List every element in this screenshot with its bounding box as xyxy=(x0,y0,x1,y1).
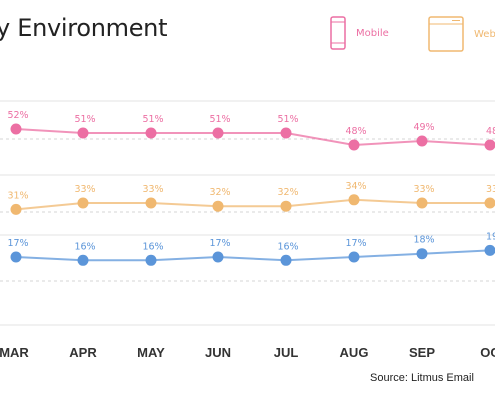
data-point-web xyxy=(484,197,495,209)
series-series-3: 17% 16% 16% 17% 16% 17% 18% 19 xyxy=(7,231,495,266)
data-point-mobile xyxy=(10,123,22,135)
data-label-series-3: 17% xyxy=(7,238,28,249)
data-point-series-3 xyxy=(145,254,157,266)
data-label-web: 31% xyxy=(7,190,28,201)
data-label-mobile: 51% xyxy=(74,114,95,125)
data-label-mobile: 51% xyxy=(142,114,163,125)
data-label-mobile: 48 xyxy=(486,126,495,137)
x-tick-label: JUL xyxy=(274,345,299,360)
legend-label-web: Web xyxy=(474,28,495,40)
data-point-mobile xyxy=(77,127,89,139)
x-tick-label: AUG xyxy=(340,345,369,360)
legend-label-mobile: Mobile xyxy=(356,27,389,39)
data-point-series-3 xyxy=(10,251,22,263)
data-label-mobile: 51% xyxy=(277,114,298,125)
data-point-web xyxy=(416,197,428,209)
data-label-web: 33% xyxy=(413,184,434,195)
data-label-series-3: 19 xyxy=(486,231,495,242)
gridlines xyxy=(0,100,495,326)
series-web: 31% 33% 33% 32% 32% 34% 33% 33 xyxy=(7,181,495,215)
data-label-web: 32% xyxy=(209,187,230,198)
series-mobile: 52% 51% 51% 51% 51% 48% 49% 48 xyxy=(7,110,495,151)
x-tick-label: SEP xyxy=(409,345,435,360)
data-label-web: 34% xyxy=(345,181,366,192)
data-point-mobile xyxy=(212,127,224,139)
data-point-web xyxy=(280,200,292,212)
data-point-web xyxy=(212,200,224,212)
data-point-web xyxy=(145,197,157,209)
data-label-series-3: 17% xyxy=(209,238,230,249)
data-point-series-3 xyxy=(416,248,428,260)
data-label-series-3: 16% xyxy=(74,241,95,252)
x-tick-label: MAY xyxy=(137,345,165,360)
x-tick-label: JUN xyxy=(205,345,231,360)
data-label-mobile: 48% xyxy=(345,126,366,137)
x-tick-label: MAR xyxy=(0,345,29,360)
data-point-mobile xyxy=(484,139,495,151)
data-point-series-3 xyxy=(484,244,495,256)
data-point-series-3 xyxy=(280,254,292,266)
data-label-series-3: 16% xyxy=(277,241,298,252)
chart-title: y Environment xyxy=(0,14,168,42)
data-point-series-3 xyxy=(77,254,89,266)
data-point-mobile xyxy=(280,127,292,139)
series-line-web xyxy=(15,198,490,211)
x-tick-label: OC xyxy=(480,345,495,360)
data-label-web: 33% xyxy=(142,184,163,195)
data-label-web: 33% xyxy=(74,184,95,195)
source-note: Source: Litmus Email xyxy=(370,372,474,384)
browser-window-icon xyxy=(428,16,464,52)
series-line-mobile xyxy=(15,128,491,147)
series-line-series-3 xyxy=(15,249,491,262)
data-point-web xyxy=(10,203,22,215)
data-label-mobile: 51% xyxy=(209,114,230,125)
data-label-web: 33 xyxy=(486,184,495,195)
data-label-series-3: 17% xyxy=(345,238,366,249)
data-label-series-3: 18% xyxy=(413,235,434,246)
data-point-web xyxy=(348,194,360,206)
data-point-mobile xyxy=(348,139,360,151)
data-label-series-3: 16% xyxy=(142,241,163,252)
data-label-mobile: 52% xyxy=(7,110,28,121)
legend-item-mobile: Mobile xyxy=(330,16,389,50)
x-tick-label: APR xyxy=(69,345,97,360)
data-label-web: 32% xyxy=(277,187,298,198)
data-point-series-3 xyxy=(212,251,224,263)
data-point-mobile xyxy=(416,135,428,147)
legend-item-web: Web xyxy=(428,16,495,52)
data-label-mobile: 49% xyxy=(413,122,434,133)
phone-icon xyxy=(330,16,346,50)
data-point-web xyxy=(77,197,89,209)
data-point-series-3 xyxy=(348,251,360,263)
data-point-mobile xyxy=(145,127,157,139)
